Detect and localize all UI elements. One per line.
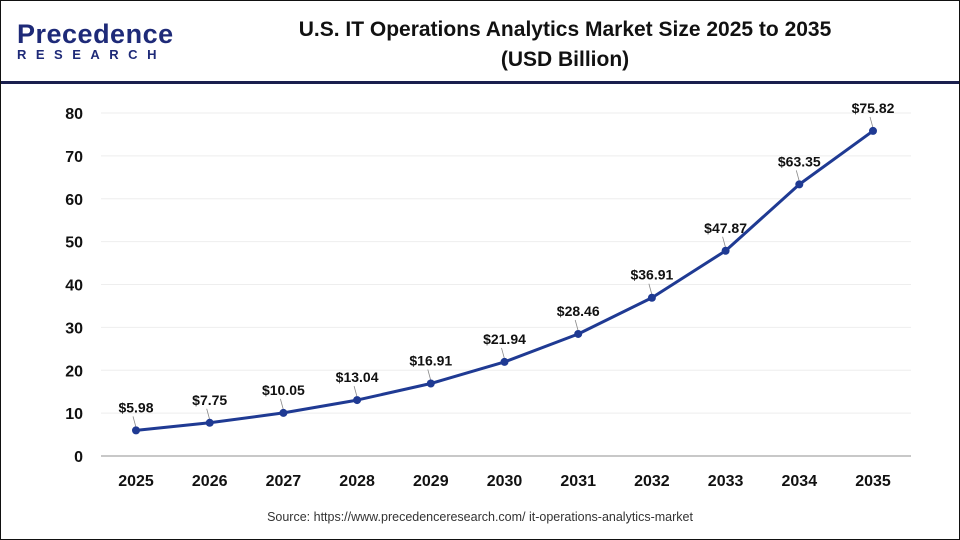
data-label: $63.35 xyxy=(778,153,821,169)
label-leader xyxy=(722,236,726,248)
x-tick-label: 2032 xyxy=(634,473,670,490)
logo-subtext: RESEARCH xyxy=(17,47,166,62)
x-tick-label: 2028 xyxy=(339,473,375,490)
data-point xyxy=(205,418,214,427)
data-point xyxy=(500,357,509,366)
label-leader xyxy=(501,347,505,360)
label-leader xyxy=(353,385,358,398)
data-label: $28.46 xyxy=(557,303,600,319)
data-point xyxy=(574,329,583,338)
x-tick-label: 2026 xyxy=(192,473,228,490)
data-point xyxy=(795,180,804,189)
y-tick-label: 80 xyxy=(65,106,83,123)
y-tick-label: 60 xyxy=(65,192,83,209)
y-tick-label: 0 xyxy=(74,449,83,466)
label-leader xyxy=(869,116,874,129)
label-leader xyxy=(132,416,137,428)
data-label: $36.91 xyxy=(630,267,673,283)
title-line-1: U.S. IT Operations Analytics Market Size… xyxy=(298,18,832,41)
label-leader xyxy=(648,283,653,295)
data-label: $10.05 xyxy=(262,382,305,398)
data-label: $7.75 xyxy=(192,392,227,408)
data-point xyxy=(279,408,288,417)
data-label: $21.94 xyxy=(483,331,526,347)
source-note: Source: https://www.precedenceresearch.c… xyxy=(267,510,693,524)
label-leader xyxy=(427,369,432,381)
data-point xyxy=(647,293,656,302)
header: Precedence RESEARCH U.S. IT Operations A… xyxy=(1,1,959,84)
series-line xyxy=(135,129,874,432)
y-tick-label: 10 xyxy=(65,406,83,423)
logo-text: Precedence xyxy=(17,19,174,49)
data-point xyxy=(869,126,877,135)
y-tick-label: 70 xyxy=(65,149,83,166)
data-point xyxy=(353,396,362,405)
y-tick-label: 20 xyxy=(65,363,83,380)
y-tick-label: 40 xyxy=(65,278,83,295)
x-tick-label: 2029 xyxy=(413,473,449,490)
data-point xyxy=(132,426,140,435)
y-tick-label: 30 xyxy=(65,320,83,337)
x-tick-label: 2031 xyxy=(560,473,596,490)
x-tick-label: 2030 xyxy=(487,473,523,490)
data-point xyxy=(426,379,435,388)
data-label: $13.04 xyxy=(336,369,379,385)
x-tick-label: 2027 xyxy=(266,473,302,490)
label-leader xyxy=(574,319,579,332)
precedence-research-logo: Precedence RESEARCH xyxy=(17,19,174,62)
label-leader xyxy=(795,170,800,182)
chart-title: U.S. IT Operations Analytics Market Size… xyxy=(211,15,919,75)
y-tick-label: 50 xyxy=(65,235,83,252)
data-label: $16.91 xyxy=(409,352,452,368)
data-label: $5.98 xyxy=(118,399,153,415)
x-tick-label: 2033 xyxy=(708,473,744,490)
label-leader xyxy=(280,398,284,411)
data-label: $75.82 xyxy=(852,100,895,116)
x-tick-label: 2035 xyxy=(855,473,891,490)
label-leader xyxy=(206,408,211,420)
data-label: $47.87 xyxy=(704,220,747,236)
x-tick-label: 2025 xyxy=(118,473,154,490)
x-tick-label: 2034 xyxy=(782,473,818,490)
data-point xyxy=(721,246,730,255)
title-line-2: (USD Billion) xyxy=(500,48,630,71)
